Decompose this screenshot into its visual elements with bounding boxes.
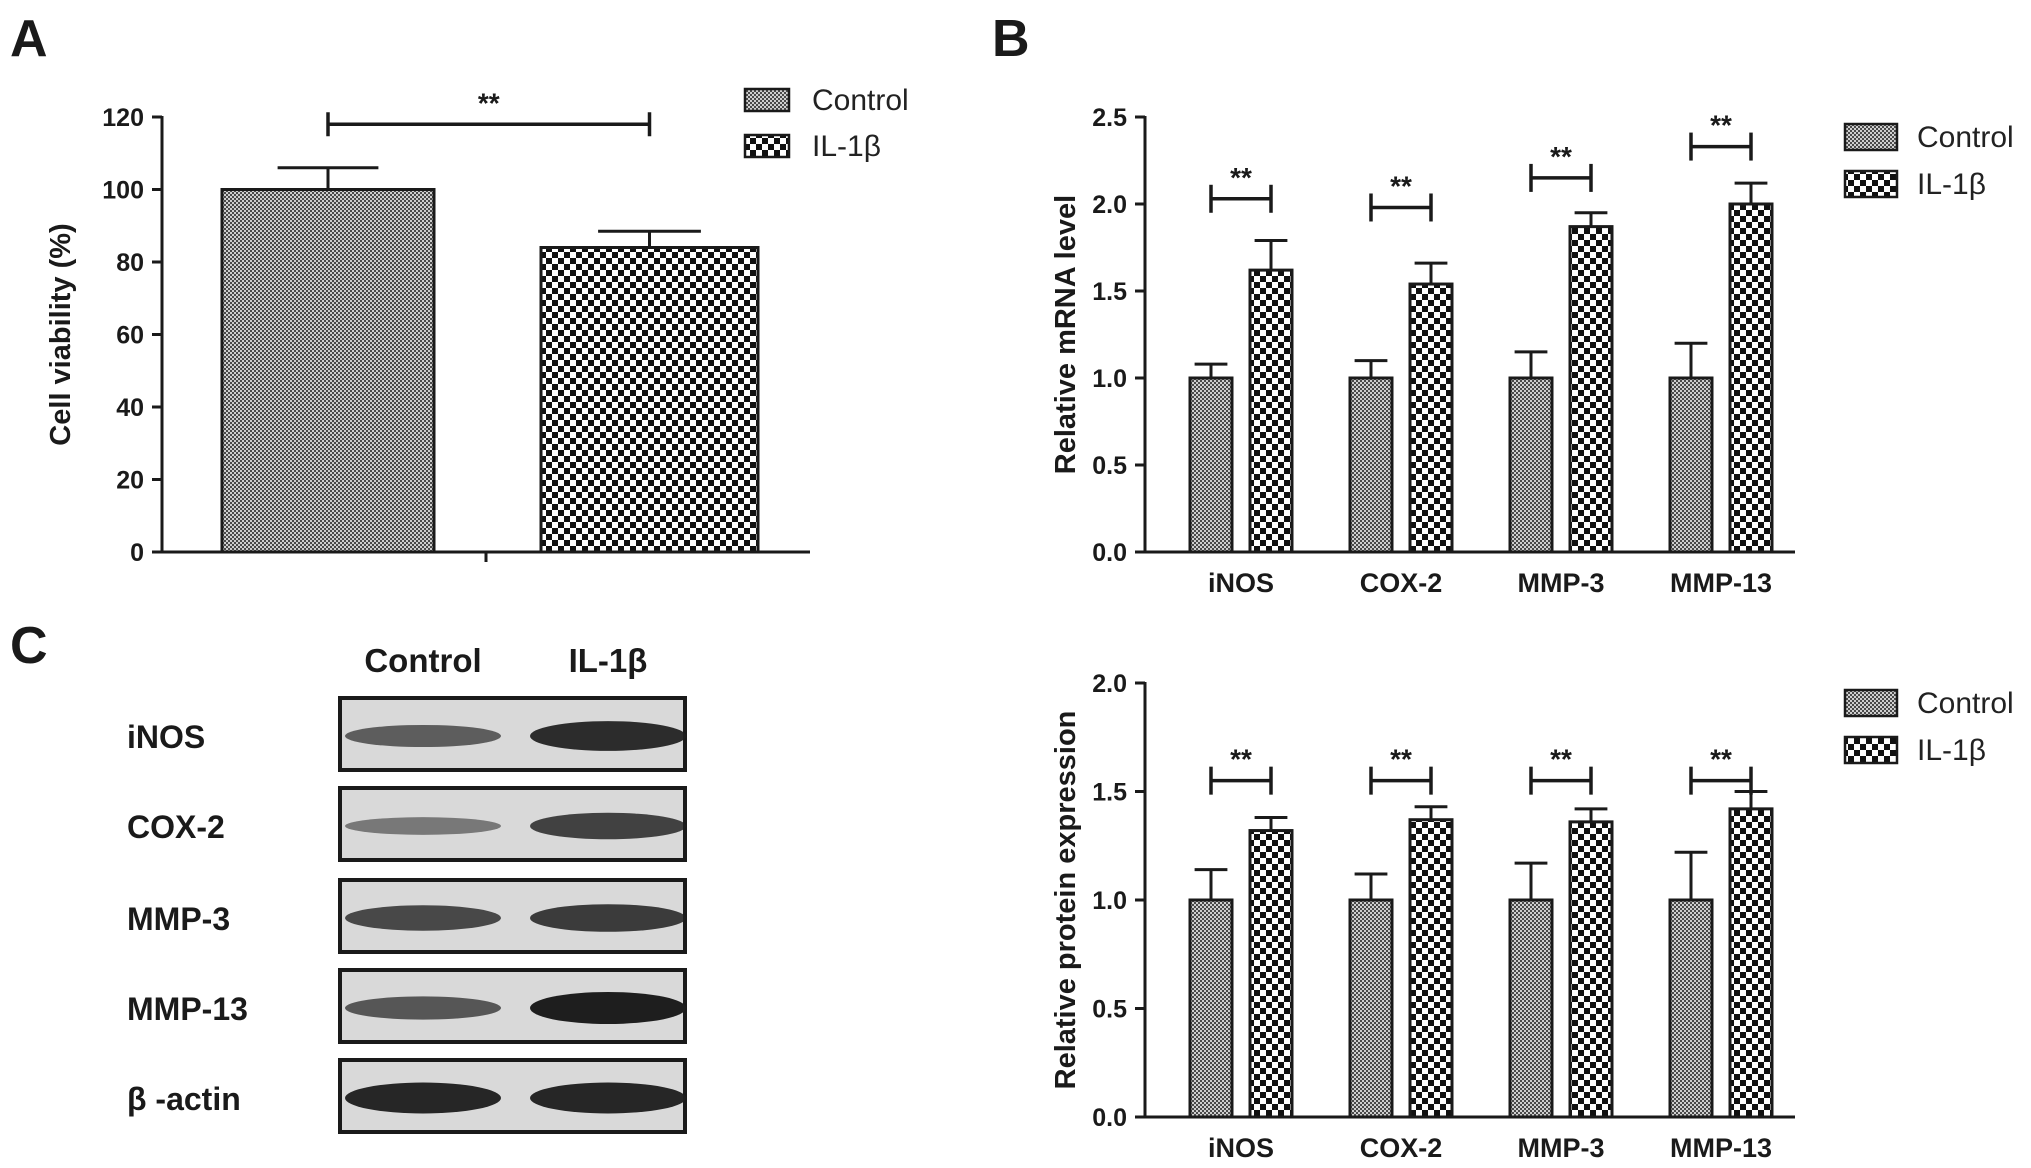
chart-a-cell-viability: 0 20 40 60 80 100 120 Cell viability (%) ** Contr… [45,84,909,567]
significance-label: ** [1550,744,1572,775]
significance-label: ** [1390,744,1412,775]
blot-row-label-inos: iNOS [127,719,205,755]
blot-band [345,996,501,1020]
significance-label: ** [1710,744,1732,775]
significance-label: ** [1550,141,1572,172]
panel-label-b: B [992,10,1030,68]
bar-control-mmp-13 [1668,898,1714,1119]
blot-row-label-mmp-3: MMP-3 [127,901,230,937]
y-tick-label: 1.0 [1092,887,1127,915]
y-tick-label: 0.0 [1092,539,1127,567]
panel-label-a: A [10,10,48,68]
bar-control-inos [1188,898,1234,1119]
y-tick-label: 20 [116,467,144,495]
blot-band [345,905,501,931]
blot-band [345,817,501,835]
y-tick-label: 2.0 [1092,191,1127,219]
bar-il-1-inos [1248,829,1294,1119]
legend-swatch-control [1843,688,1899,718]
legend-label-control: Control [1917,121,2014,154]
bar-il-1-cox-2 [1408,282,1454,554]
bar-control-cox-2 [1348,376,1394,554]
blot-column-header-control: Control [364,642,481,679]
y-tick-label: 80 [116,249,144,277]
blot-row-label-cox-2: COX-2 [127,809,225,845]
blot-band [530,992,686,1024]
blot-band [530,1082,686,1114]
legend-label-il-1: IL-1β [1917,734,1986,767]
bar-control-mmp-3 [1508,376,1554,554]
legend-label-il-1: IL-1β [812,130,881,163]
panel-label-c: C [10,617,48,675]
y-tick-label: 2.5 [1092,104,1127,132]
y-tick-label: 0.5 [1092,452,1127,480]
x-tick-label-cox-2: COX-2 [1360,1133,1443,1163]
bar-il-1-group [539,246,760,554]
x-tick-label-mmp-3: MMP-3 [1518,1133,1605,1163]
y-axis-title: Cell viability (%) [45,223,77,445]
blot-row-label-actin: β -actin [127,1081,241,1117]
legend-swatch-il-1 [1843,169,1899,199]
x-tick-label-mmp-13: MMP-13 [1670,1133,1772,1163]
y-tick-label: 0.5 [1092,996,1127,1024]
bar-control-inos [1188,376,1234,554]
y-tick-label: 40 [116,394,144,422]
bar-il-1-mmp-3 [1568,225,1614,554]
legend-swatch-il-1 [1843,735,1899,765]
bar-il-1-mmp-13 [1728,807,1774,1119]
blot-band [530,904,686,932]
legend-label-control: Control [812,84,909,117]
western-blot-panel: Control IL-1β iNOS COX-2 MMP-3 MMP-13 β -actin [127,642,687,1134]
bar-control-mmp-3 [1508,898,1554,1119]
significance-label: ** [478,87,500,118]
x-tick-label-mmp-3: MMP-3 [1518,568,1605,598]
bar-il-1-mmp-13 [1728,202,1774,554]
blot-band [345,1082,501,1114]
y-tick-label: 120 [102,104,144,132]
significance-label: ** [1710,110,1732,141]
bar-il-1-cox-2 [1408,818,1454,1119]
y-tick-label: 1.5 [1092,278,1127,306]
x-tick-label-inos: iNOS [1208,1133,1274,1163]
legend-swatch-il-1 [743,133,791,159]
blot-band [530,812,686,840]
bar-il-1-inos [1248,268,1294,554]
legend-swatch-control [743,87,791,113]
y-tick-label: 0 [130,539,144,567]
blot-band [530,721,686,751]
legend-label-control: Control [1917,687,2014,720]
x-tick-label-cox-2: COX-2 [1360,568,1443,598]
x-tick-label-inos: iNOS [1208,568,1274,598]
y-axis-title: Relative protein expression [1050,711,1082,1090]
legend-label-il-1: IL-1β [1917,168,1986,201]
y-tick-label: 1.5 [1092,779,1127,807]
chart-b-mrna-level: 0.0 0.5 1.0 1.5 2.0 2.5 Relative mRNA level iNO… [1050,104,2014,598]
significance-label: ** [1230,744,1252,775]
blot-row-label-mmp-13: MMP-13 [127,991,248,1027]
blot-column-header-il-1: IL-1β [569,642,648,679]
y-tick-label: 1.0 [1092,365,1127,393]
chart-b-protein-expression: 0.0 0.5 1.0 1.5 2.0 Relative protein expressi… [1050,670,2014,1163]
blot-band [345,724,501,748]
bar-control-group [220,188,436,554]
x-tick-label-mmp-13: MMP-13 [1670,568,1772,598]
y-tick-label: 2.0 [1092,670,1127,698]
bar-control-mmp-13 [1668,376,1714,554]
legend-swatch-control [1843,122,1899,152]
y-tick-label: 100 [102,177,144,205]
significance-label: ** [1390,170,1412,201]
y-tick-label: 0.0 [1092,1104,1127,1132]
bar-il-1-mmp-3 [1568,820,1614,1119]
y-axis-title: Relative mRNA level [1050,195,1082,474]
y-tick-label: 60 [116,322,144,350]
significance-label: ** [1230,162,1252,193]
bar-control-cox-2 [1348,898,1394,1119]
